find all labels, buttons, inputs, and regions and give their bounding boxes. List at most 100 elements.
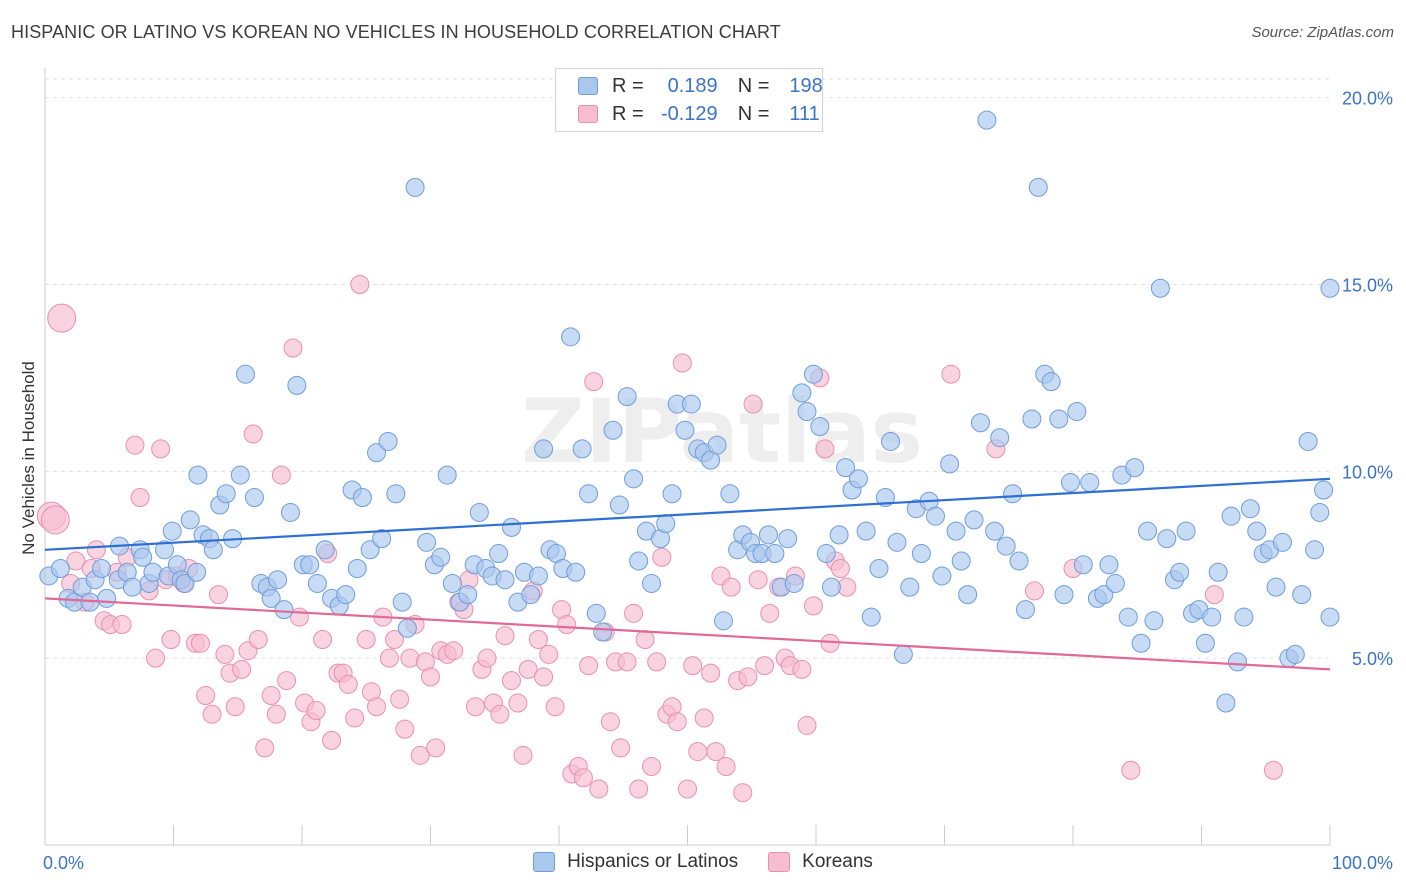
hispanic-point	[1234, 607, 1254, 627]
hispanic-point	[360, 540, 380, 560]
hispanic-point	[926, 506, 946, 526]
legend-r-label: R =	[612, 74, 644, 97]
korean-point	[367, 697, 387, 717]
korean-point	[683, 656, 703, 676]
hispanic-point	[1118, 607, 1138, 627]
korean-point	[215, 644, 235, 664]
hispanic-point	[268, 570, 288, 590]
hispanic-point	[92, 558, 112, 578]
hispanic-point	[1049, 409, 1069, 429]
hispanic-point	[675, 420, 695, 440]
korean-point	[624, 603, 644, 623]
hispanic-point	[280, 502, 300, 522]
hispanic-point	[1240, 499, 1260, 519]
y-tick-label: 5.0%	[1352, 649, 1393, 669]
korean-point	[495, 626, 515, 646]
korean-point	[146, 648, 166, 668]
hispanic-point	[1157, 529, 1177, 549]
korean-point	[701, 663, 721, 683]
hispanic-point	[336, 585, 356, 605]
hispanic-point	[1009, 551, 1029, 571]
hispanic-point	[528, 566, 548, 586]
hispanic-point	[1320, 607, 1340, 627]
hispanic-point	[188, 465, 208, 485]
hispanic-point	[609, 495, 629, 515]
korean-point	[528, 629, 548, 649]
korean-point	[151, 439, 171, 459]
hispanic-point	[821, 577, 841, 597]
hispanic-point	[707, 435, 727, 455]
hispanic-point	[1131, 633, 1151, 653]
hispanic-point	[681, 394, 701, 414]
hispanic-point	[180, 510, 200, 530]
trend-line-hispanics	[44, 477, 1331, 551]
korean-point	[642, 757, 662, 777]
korean-point	[830, 558, 850, 578]
korean-point	[379, 648, 399, 668]
korean-point	[557, 615, 577, 635]
korean-point	[721, 577, 741, 597]
hispanic-point	[836, 458, 856, 478]
hispanic-point	[235, 364, 255, 384]
hispanic-point	[713, 611, 733, 631]
hispanic-point	[990, 428, 1010, 448]
korean-point	[716, 757, 736, 777]
hispanic-point	[1310, 502, 1330, 522]
legend-row-hispanics: R = 0.189 N = 198	[578, 73, 823, 99]
hispanic-point	[162, 521, 182, 541]
hispanic-point	[133, 547, 153, 567]
hispanic-point	[940, 454, 960, 474]
korean-point	[306, 700, 326, 720]
korean-point	[313, 629, 333, 649]
hispanic-point	[1080, 473, 1100, 493]
hispanic-point	[1054, 585, 1074, 605]
korean-point	[589, 779, 609, 799]
hispanic-point	[1314, 480, 1334, 500]
y-tick-label: 10.0%	[1342, 462, 1393, 482]
hispanic-point	[397, 618, 417, 638]
korean-point	[1204, 585, 1224, 605]
korean-point	[518, 659, 538, 679]
hispanic-point	[561, 327, 581, 347]
hispanic-point	[869, 558, 889, 578]
hispanic-point	[1150, 278, 1170, 298]
korean-point	[573, 768, 593, 788]
hispanic-point	[442, 573, 462, 593]
korean-point	[243, 424, 263, 444]
legend-n-value: 111	[789, 102, 820, 125]
x-tick-label: 0.0%	[43, 853, 84, 873]
hispanic-point	[1227, 652, 1247, 672]
source-label: Source: ZipAtlas.com	[1251, 24, 1394, 41]
legend-item-hispanics[interactable]: Hispanics or Latinos	[533, 851, 738, 873]
hispanic-point	[367, 443, 387, 463]
hispanic-point	[829, 525, 849, 545]
hispanic-point	[593, 622, 613, 642]
hispanic-point	[405, 177, 425, 197]
hispanic-point	[881, 431, 901, 451]
korean-point	[815, 439, 835, 459]
hispanic-point	[977, 110, 997, 130]
korean-point	[501, 671, 521, 691]
korean-point	[477, 648, 497, 668]
x-tick-label: 100.0%	[1332, 853, 1393, 873]
hispanic-point	[642, 573, 662, 593]
hispanic-point	[579, 484, 599, 504]
hispanic-point	[1292, 585, 1312, 605]
legend-n-label: N =	[737, 102, 770, 125]
hispanic-point	[797, 402, 817, 422]
hispanic-point	[662, 484, 682, 504]
hispanic-point	[803, 364, 823, 384]
hispanic-point	[1099, 555, 1119, 575]
korean-point	[410, 745, 430, 765]
hispanic-point	[1195, 633, 1215, 653]
hispanic-point	[1138, 521, 1158, 541]
korean-point	[748, 570, 768, 590]
korean-point	[40, 505, 70, 535]
hispanic-point	[1202, 607, 1222, 627]
hispanic-point	[900, 577, 920, 597]
hispanic-point	[887, 532, 907, 552]
legend-item-koreans[interactable]: Koreans	[768, 851, 873, 873]
hispanic-point	[347, 558, 367, 578]
legend-r-value: 0.189	[667, 74, 718, 97]
